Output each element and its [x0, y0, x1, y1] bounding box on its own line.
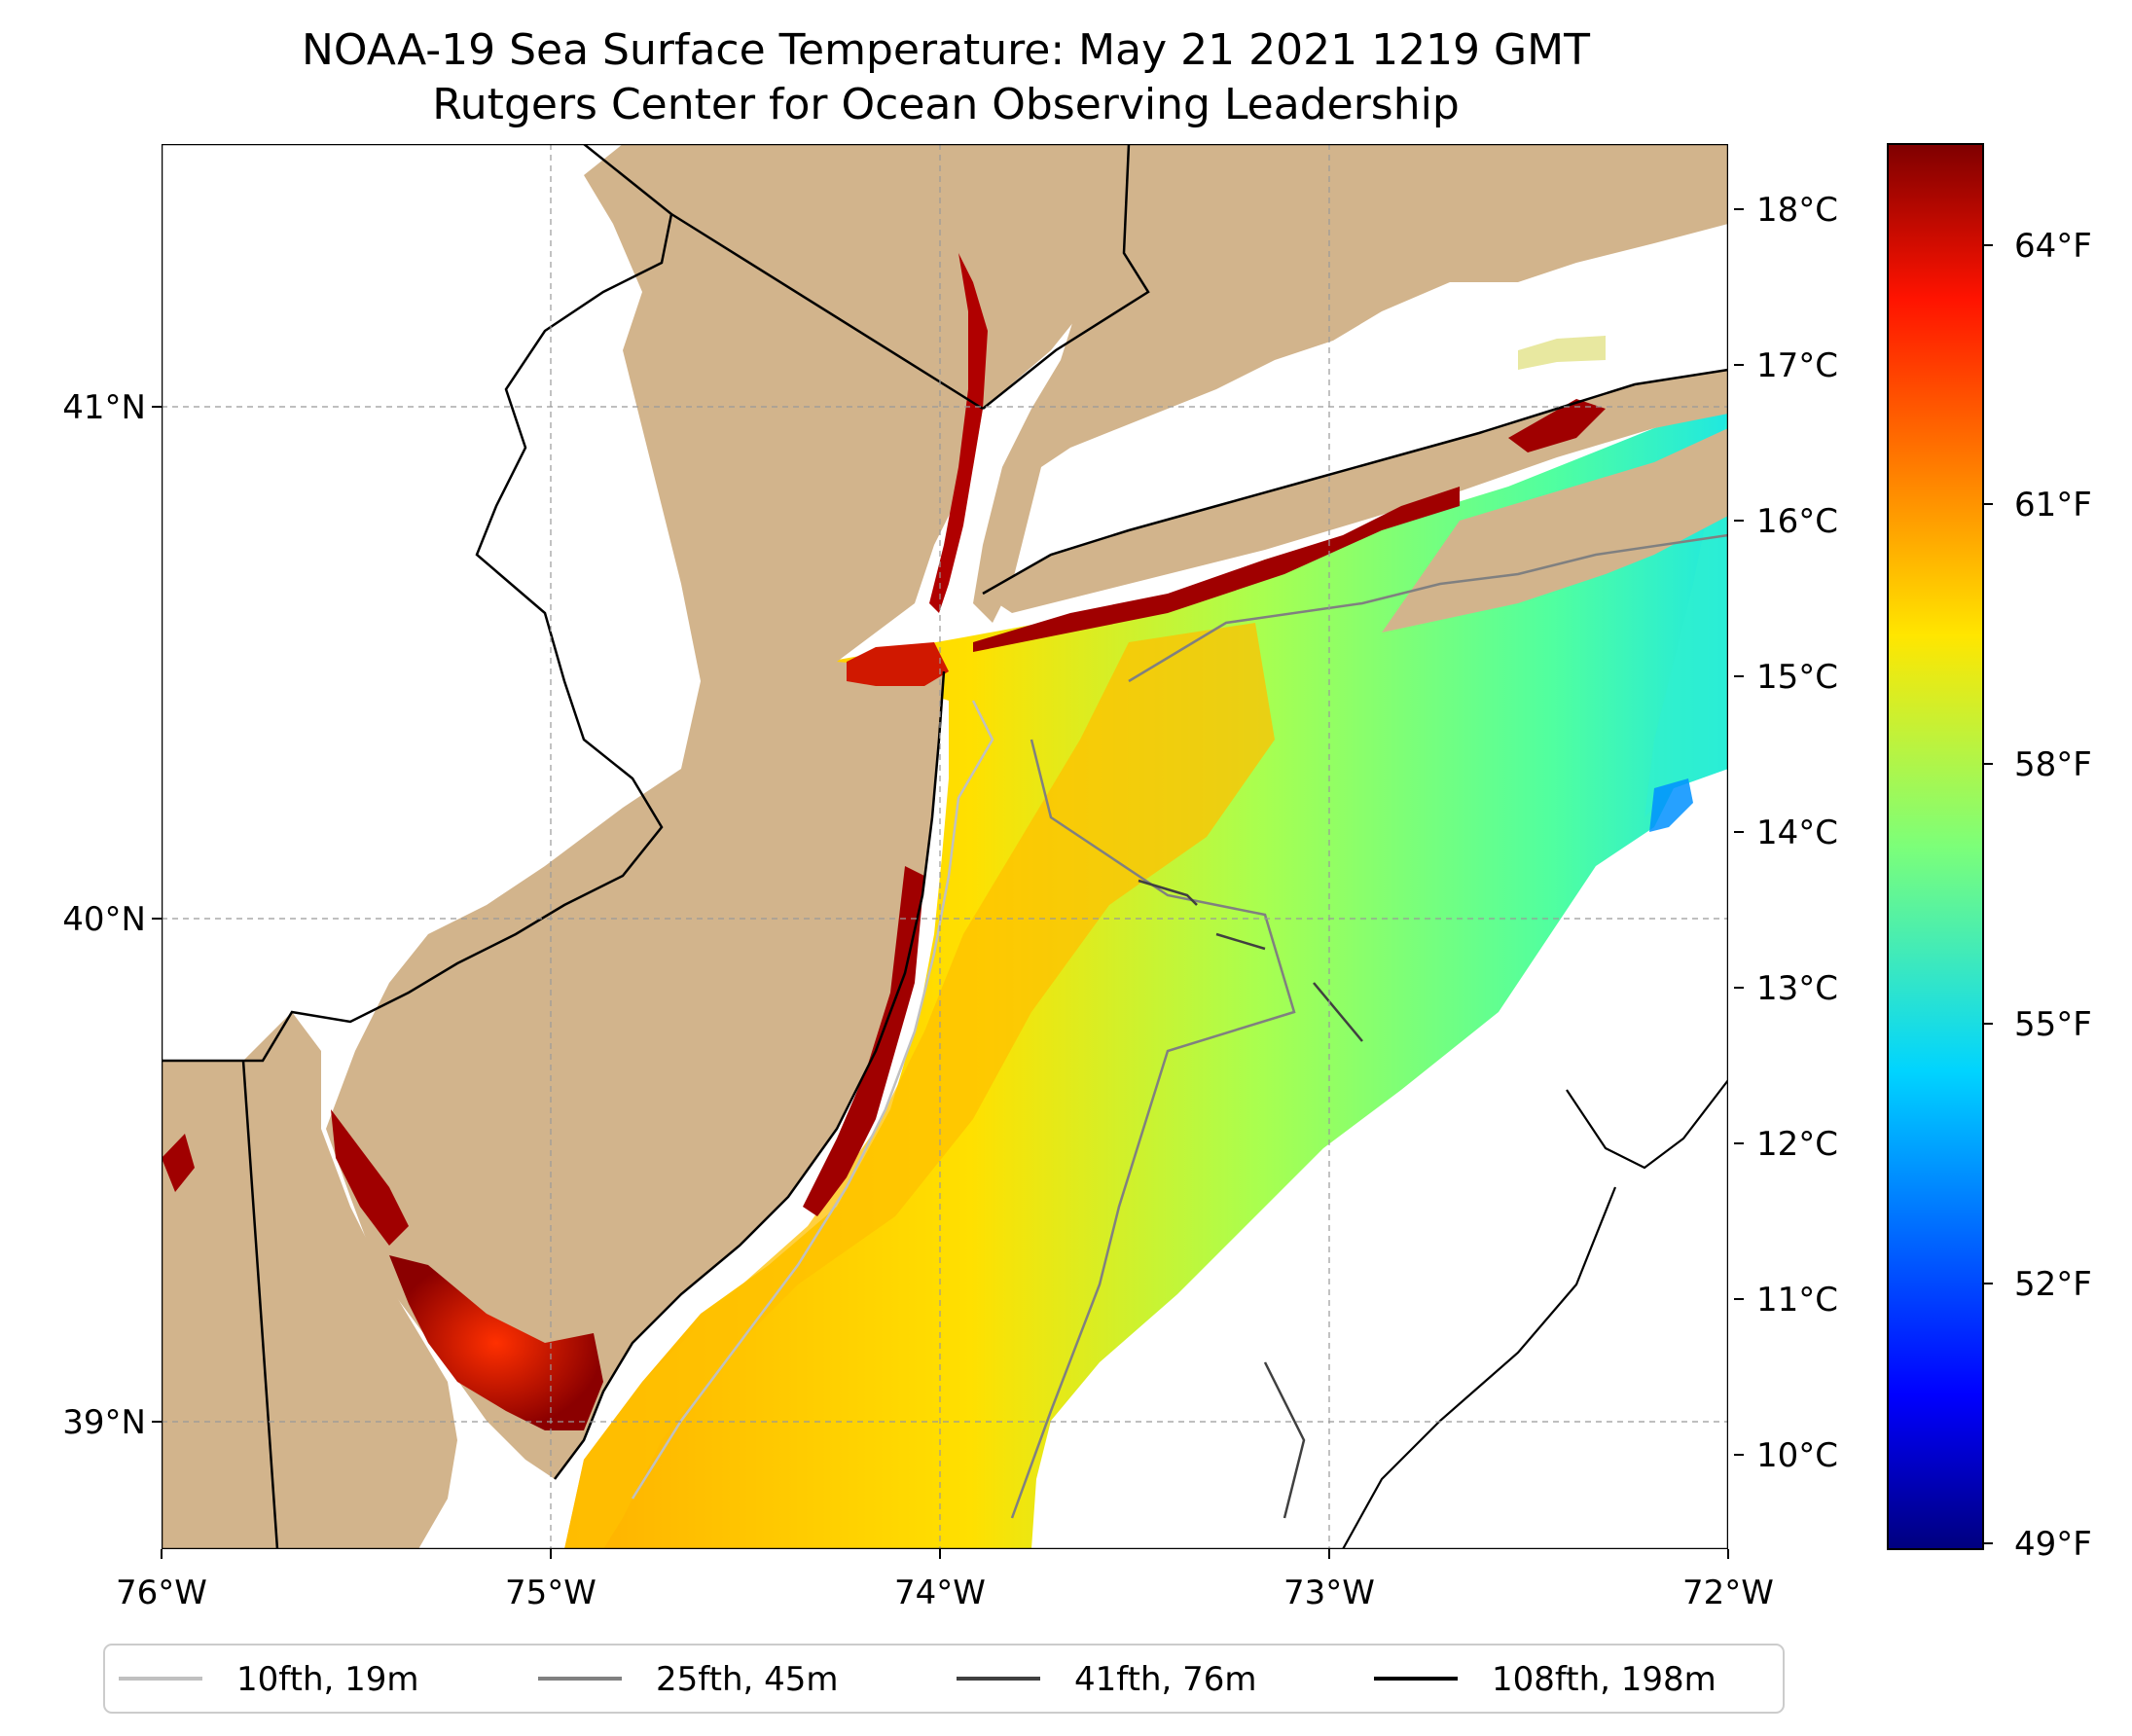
celsius-tick-label: 11°C: [1756, 1281, 1838, 1320]
sst-blue-patch: [1649, 778, 1693, 832]
colorbar: [1887, 143, 1984, 1550]
celsius-tick-label: 13°C: [1756, 969, 1838, 1008]
lon-tick-label: 73°W: [1283, 1573, 1375, 1612]
legend-label: 25fth, 45m: [656, 1660, 839, 1699]
sst-new-york-harbor: [847, 642, 949, 686]
fahrenheit-tick-label: 55°F: [2014, 1005, 2092, 1044]
lon-tick-label: 74°W: [894, 1573, 986, 1612]
celsius-tick-label: 14°C: [1756, 814, 1838, 852]
sst-jersey-bays: [803, 866, 924, 1216]
lat-ticks: [152, 406, 162, 1423]
sst-delaware-river: [331, 1109, 409, 1246]
fahrenheit-tick-label: 49°F: [2014, 1525, 2092, 1564]
title-line-2: Rutgers Center for Ocean Observing Leade…: [432, 80, 1460, 129]
land-delmarva: [162, 1012, 457, 1549]
celsius-tick-label: 17°C: [1756, 346, 1838, 385]
legend-label: 108fth, 198m: [1492, 1660, 1716, 1699]
fahrenheit-ticks: [1983, 244, 1993, 1544]
lat-tick-label: 39°N: [62, 1403, 146, 1442]
coastline: [554, 368, 1728, 1480]
sst-chesapeake-arm: [162, 1134, 195, 1192]
celsius-tick-label: 15°C: [1756, 658, 1838, 697]
lat-tick-label: 40°N: [62, 900, 146, 939]
land-new-york-connecticut: [973, 144, 1728, 623]
land-pennsylvania-new-jersey: [162, 144, 1129, 1479]
sst-south-shore-bays: [1508, 399, 1606, 452]
celsius-tick-label: 10°C: [1756, 1436, 1838, 1475]
sst-long-island-shore: [973, 487, 1460, 652]
sst-hudson-river: [929, 253, 988, 613]
contour-10fth: [631, 700, 994, 1500]
gridlines: [162, 144, 1728, 1549]
fahrenheit-tick-label: 58°F: [2014, 745, 2092, 784]
lon-ticks: [161, 1549, 1729, 1559]
celsius-ticks: [1734, 208, 1744, 1456]
sst-cool-edge: [1644, 409, 1728, 817]
sst-delaware-bay: [389, 1255, 603, 1430]
celsius-tick-label: 12°C: [1756, 1125, 1838, 1164]
sst-swath: [564, 409, 1728, 1549]
map-panel: [162, 144, 1728, 1549]
lon-tick-label: 72°W: [1682, 1573, 1774, 1612]
fahrenheit-tick-label: 61°F: [2014, 486, 2092, 524]
fahrenheit-tick-label: 64°F: [2014, 227, 2092, 266]
sst-warm-core: [564, 623, 1275, 1549]
sst-long-island-sound: [1518, 336, 1606, 370]
state-border: [162, 144, 1150, 1549]
contour-108fth: [1342, 1079, 1728, 1549]
contour-41fth: [1138, 879, 1363, 1519]
lon-tick-label: 75°W: [505, 1573, 596, 1612]
fahrenheit-tick-label: 52°F: [2014, 1265, 2092, 1304]
title-line-1: NOAA-19 Sea Surface Temperature: May 21 …: [302, 25, 1590, 75]
celsius-tick-label: 16°C: [1756, 502, 1838, 541]
legend-box: [103, 1644, 1785, 1714]
contour-25fth: [1010, 533, 1728, 1519]
legend-label: 41fth, 76m: [1074, 1660, 1257, 1699]
lat-tick-label: 41°N: [62, 388, 146, 427]
lon-tick-label: 76°W: [116, 1573, 207, 1612]
celsius-tick-label: 18°C: [1756, 191, 1838, 230]
legend-label: 10fth, 19m: [236, 1660, 419, 1699]
legend: 10fth, 19m 25fth, 45m 41fth, 76m 108fth,…: [103, 1644, 1785, 1714]
